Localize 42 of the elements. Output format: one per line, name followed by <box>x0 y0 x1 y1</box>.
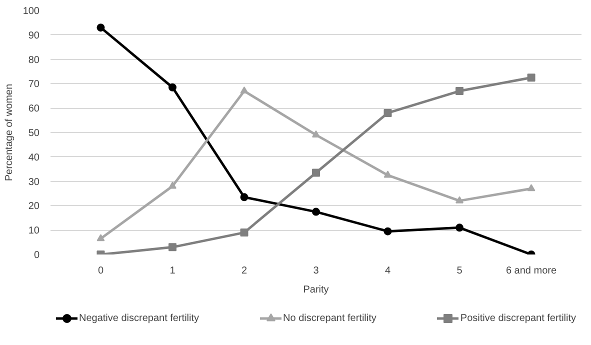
point <box>456 87 464 96</box>
x-axis-title: Parity <box>303 284 329 296</box>
point <box>96 234 105 242</box>
x-tick-label: 4 <box>384 266 391 276</box>
legend-label: Negative discrepant fertility <box>78 312 200 324</box>
y-tick-label: 70 <box>28 79 40 90</box>
y-tick-label: 60 <box>28 104 40 115</box>
y-tick-label: 10 <box>28 226 40 237</box>
point <box>168 182 176 189</box>
point <box>527 74 536 82</box>
x-tick-label: 0 <box>98 266 104 276</box>
point <box>96 24 105 32</box>
x-tick-label: 1 <box>170 266 176 276</box>
point <box>240 228 248 237</box>
legend-label: Positive discrepant fertility <box>460 312 576 324</box>
point <box>456 196 464 204</box>
point <box>168 243 176 252</box>
y-tick-label: 20 <box>28 201 40 212</box>
y-tick-label: 100 <box>22 6 40 17</box>
y-tick-label: 30 <box>28 176 40 188</box>
point <box>312 168 320 177</box>
point <box>168 83 176 92</box>
point <box>456 224 464 232</box>
x-tick-label: 5 <box>456 266 463 276</box>
point <box>240 86 248 94</box>
legend-label: No discrepant fertility <box>283 312 376 324</box>
y-tick-label: 90 <box>28 30 40 42</box>
y-axis-title: Percentage of women <box>4 84 15 182</box>
point <box>312 208 320 216</box>
point <box>240 193 248 202</box>
y-tick-label: 0 <box>34 250 40 261</box>
y-tick-label: 50 <box>28 128 40 139</box>
point <box>527 184 536 192</box>
x-tick-label: 6 and more <box>506 266 557 276</box>
y-tick-label: 40 <box>28 152 40 164</box>
point <box>384 170 392 178</box>
point <box>384 108 392 117</box>
x-tick-label: 3 <box>313 266 320 276</box>
x-tick-label: 2 <box>241 266 248 276</box>
y-tick-label: 80 <box>28 54 40 66</box>
point <box>312 130 320 138</box>
point <box>384 227 392 236</box>
